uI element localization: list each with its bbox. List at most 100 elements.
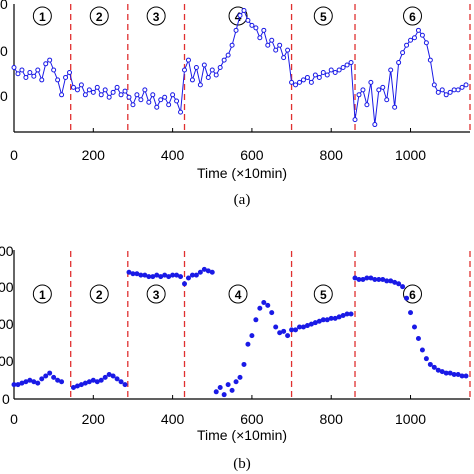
data-point (27, 377, 33, 383)
data-point (134, 92, 140, 98)
data-point (328, 315, 334, 321)
data-point (118, 92, 124, 98)
segment-label: 6 (403, 6, 423, 26)
segment-circle (313, 6, 333, 26)
data-point (296, 79, 302, 85)
data-point (277, 330, 283, 336)
data-point (130, 102, 136, 108)
data-point (182, 281, 188, 287)
panel-b-y-tick-3: 00 (0, 316, 14, 332)
segment-number: 1 (39, 288, 46, 302)
data-point (174, 272, 180, 278)
segment-circle (313, 284, 333, 304)
data-point (368, 275, 374, 281)
x-tick-label: 0 (10, 411, 18, 427)
panel-b-y-tick-2: 00 (0, 279, 14, 295)
panel-a-y-tick-2: 0 (0, 43, 8, 59)
data-point (189, 272, 195, 278)
data-point (388, 278, 394, 284)
data-point (110, 89, 116, 95)
data-point (51, 374, 57, 380)
data-point (154, 272, 160, 278)
data-point (332, 315, 338, 321)
data-point (150, 274, 156, 280)
data-point (249, 333, 255, 339)
data-point (316, 318, 322, 324)
data-point (98, 377, 104, 383)
data-point (78, 82, 84, 88)
data-point (380, 276, 386, 282)
data-point (94, 379, 100, 385)
data-point (257, 35, 263, 41)
data-point (126, 94, 132, 100)
x-tick-label: 1000 (395, 147, 426, 163)
data-point (174, 98, 180, 104)
data-point (142, 87, 148, 93)
data-point (273, 324, 279, 330)
data-point (237, 374, 243, 380)
data-point (225, 52, 231, 58)
data-point (110, 373, 116, 379)
data-point (221, 392, 227, 398)
data-point (396, 281, 402, 287)
data-point (102, 87, 108, 93)
data-point (443, 92, 449, 98)
segment-circle (146, 284, 166, 304)
data-point (35, 67, 41, 73)
data-point (400, 50, 406, 56)
data-point (225, 382, 231, 388)
data-point (380, 84, 386, 90)
data-point (427, 57, 433, 63)
data-point (51, 67, 57, 73)
data-point (55, 77, 61, 83)
data-point (415, 336, 421, 342)
data-point (15, 71, 21, 77)
data-point (261, 300, 267, 306)
data-point (408, 37, 414, 43)
segment-number: 4 (235, 288, 242, 302)
data-point (162, 272, 168, 278)
data-point (289, 79, 295, 85)
data-point (253, 25, 259, 31)
segment-label: 5 (313, 6, 333, 26)
panel-a-y-tick-3: 0 (0, 88, 8, 104)
data-point (213, 389, 219, 395)
data-point (451, 87, 457, 93)
data-point (348, 60, 354, 66)
data-point (130, 271, 136, 277)
segment-number: 2 (96, 10, 103, 24)
data-point (245, 341, 251, 347)
data-point (205, 74, 211, 80)
data-point (11, 65, 17, 71)
data-point (217, 65, 223, 71)
segment-circle (403, 6, 423, 26)
data-point (43, 373, 49, 379)
data-point (146, 274, 152, 280)
data-point (86, 379, 92, 385)
panel-b-y-tick-4: 00 (0, 353, 14, 369)
data-point (55, 377, 61, 383)
segment-label: 3 (146, 6, 166, 26)
segment-label: 2 (89, 284, 109, 304)
series-line (13, 9, 467, 125)
data-point (43, 61, 49, 67)
data-point (277, 42, 283, 48)
x-tick-label: 800 (320, 411, 344, 427)
x-tick-label: 600 (240, 147, 264, 163)
data-point (376, 276, 382, 282)
data-point (122, 88, 128, 94)
data-point (19, 67, 25, 73)
data-point (102, 374, 108, 380)
data-point (185, 57, 191, 63)
data-point (360, 87, 366, 93)
x-tick-label: 600 (240, 411, 264, 427)
segment-circle (32, 284, 52, 304)
panel-b-x-label: Time (×10min) (197, 427, 287, 443)
data-point (455, 87, 461, 93)
data-point (348, 311, 354, 317)
data-point (281, 328, 287, 334)
panel-b-segment-labels: 1 2 3 4 5 6 (32, 284, 423, 304)
